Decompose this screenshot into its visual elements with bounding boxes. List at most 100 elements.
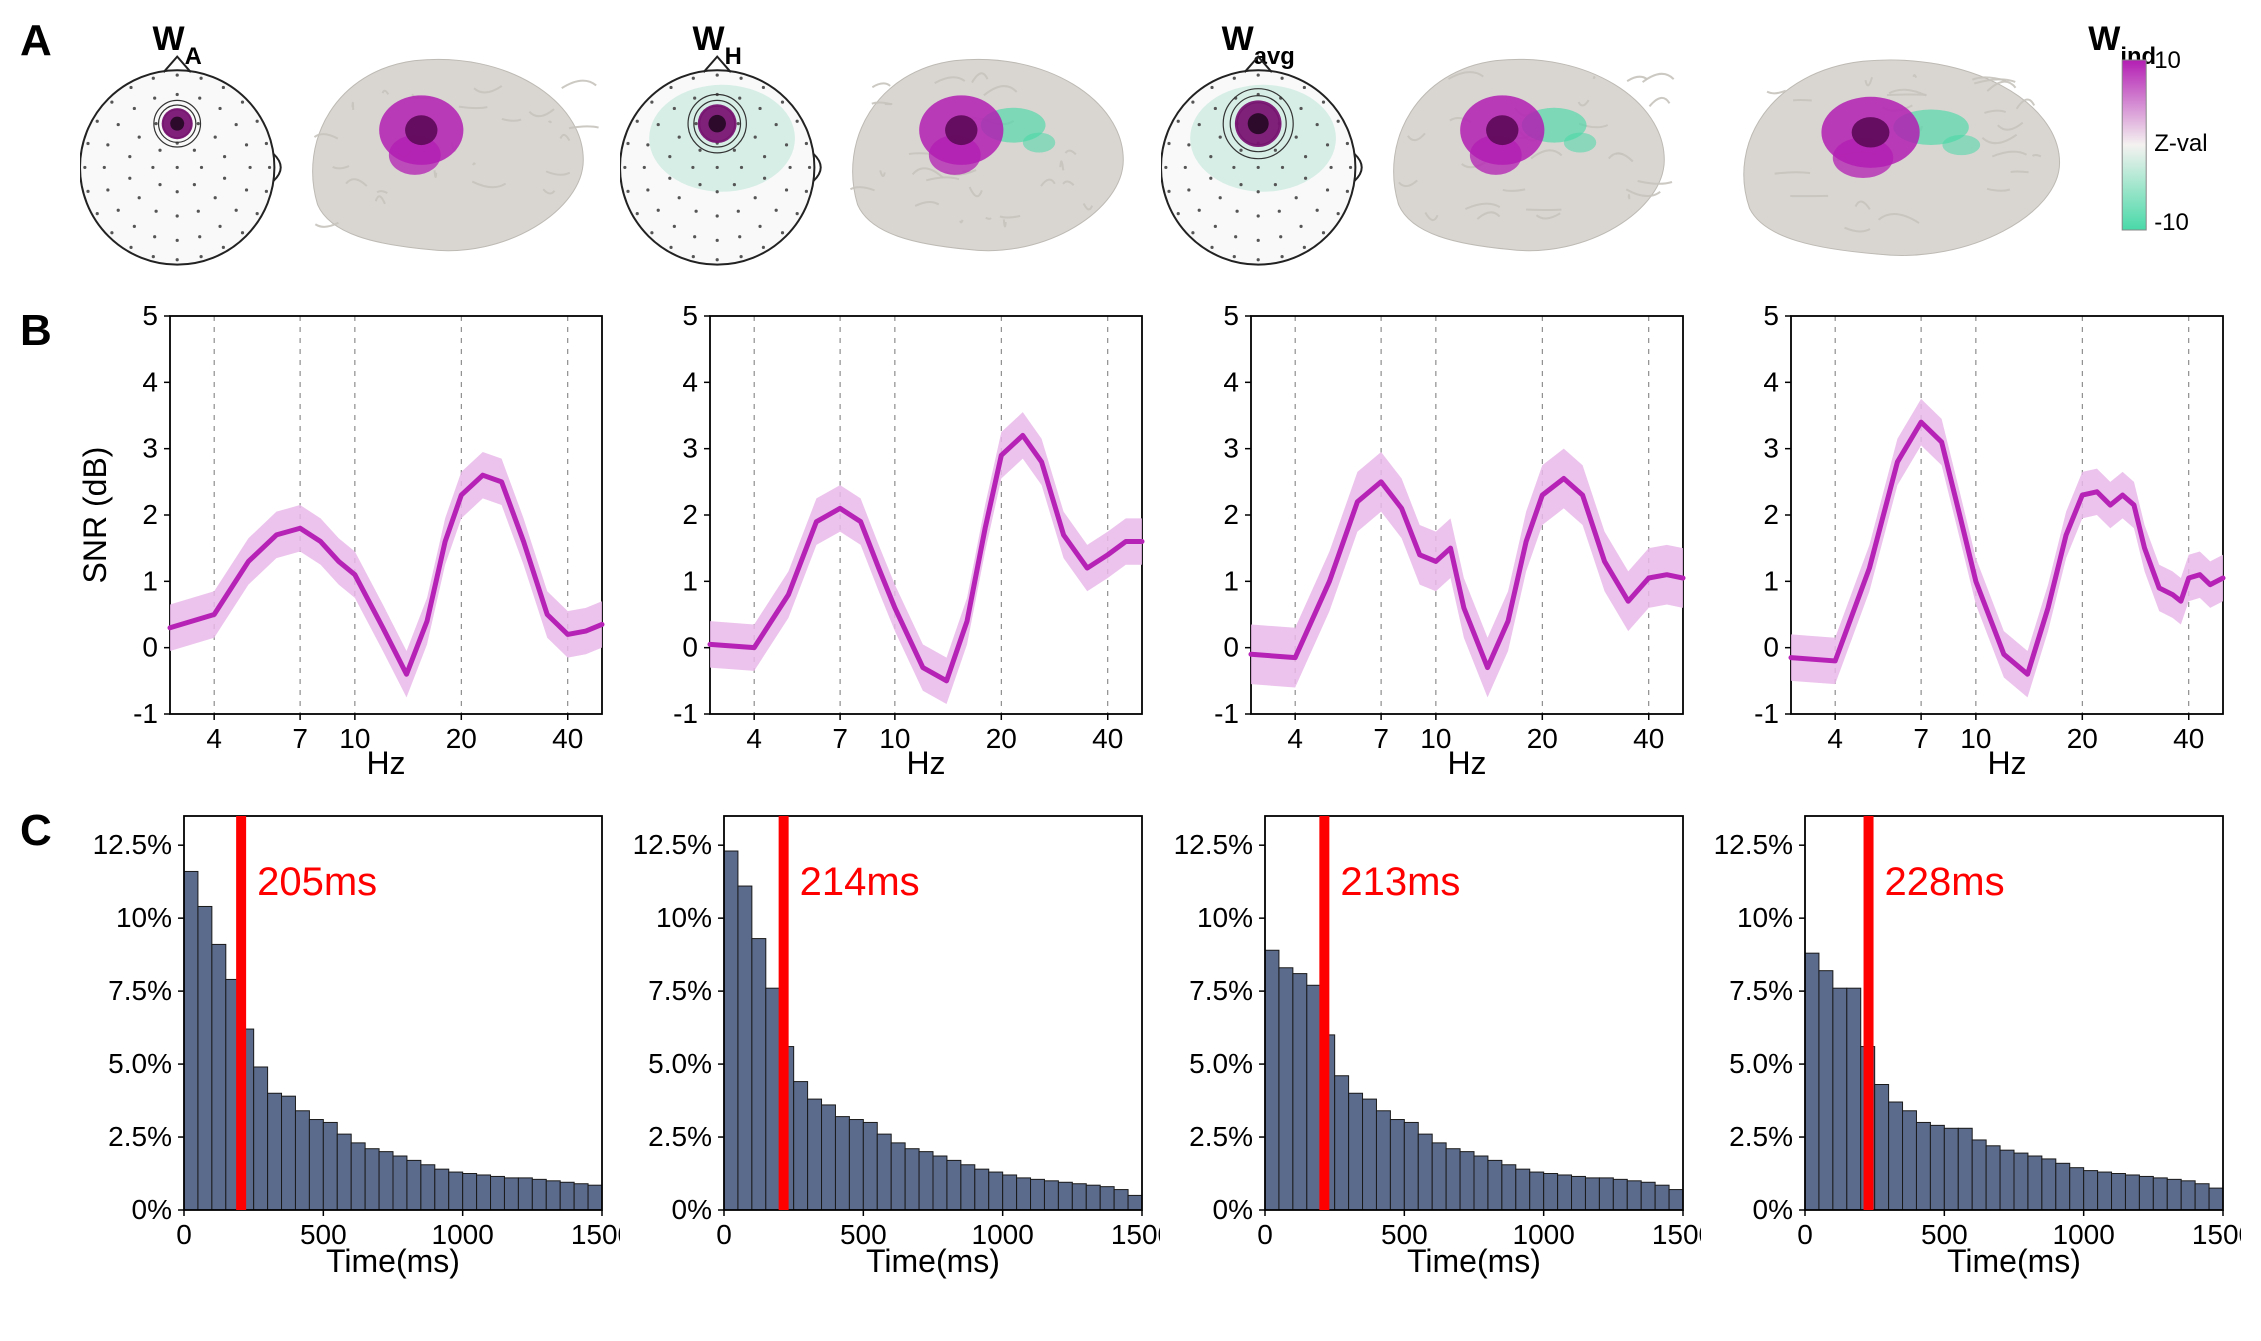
panel-b-2: -101234547102040Hz	[620, 300, 1160, 800]
svg-text:-1: -1	[133, 698, 158, 729]
svg-text:2: 2	[142, 499, 158, 530]
svg-text:0: 0	[1257, 1219, 1273, 1250]
svg-text:5.0%: 5.0%	[648, 1048, 712, 1079]
svg-text:2: 2	[1223, 499, 1239, 530]
svg-text:7.5%: 7.5%	[1729, 975, 1793, 1006]
panel-c-3: 0%2.5%5.0%7.5%10%12.5%050010001500213msT…	[1161, 800, 1701, 1300]
svg-text:0: 0	[683, 632, 699, 663]
svg-text:40: 40	[2173, 723, 2204, 754]
svg-text:-1: -1	[673, 698, 698, 729]
svg-text:10: 10	[2154, 47, 2181, 74]
svg-text:2.5%: 2.5%	[648, 1121, 712, 1152]
svg-text:3: 3	[142, 433, 158, 464]
svg-text:2: 2	[1763, 499, 1779, 530]
panel-a-3: Wavg	[1161, 10, 1701, 300]
panel-a-1: WA	[80, 10, 620, 300]
svg-text:0%: 0%	[1212, 1194, 1252, 1225]
svg-text:0: 0	[176, 1219, 192, 1250]
svg-text:1500: 1500	[1111, 1219, 1160, 1250]
panel-a-4: Wind10-10Z-val	[1701, 10, 2241, 300]
svg-text:2.5%: 2.5%	[1729, 1121, 1793, 1152]
svg-text:0%: 0%	[1752, 1194, 1792, 1225]
svg-text:7.5%: 7.5%	[1189, 975, 1253, 1006]
svg-text:12.5%: 12.5%	[93, 829, 172, 860]
svg-text:1500: 1500	[571, 1219, 620, 1250]
svg-text:Time(ms): Time(ms)	[1407, 1243, 1541, 1279]
svg-text:4: 4	[1763, 366, 1779, 397]
svg-text:4: 4	[1287, 723, 1303, 754]
svg-text:7: 7	[1913, 723, 1929, 754]
svg-text:Wavg: Wavg	[1221, 20, 1294, 70]
svg-text:Hz: Hz	[366, 745, 405, 780]
row-a-panels: WA WH Wavg Wind10-10Z-val	[80, 10, 2241, 300]
panel-b-4: -101234547102040Hz	[1701, 300, 2241, 800]
svg-text:5: 5	[1763, 300, 1779, 331]
svg-text:1500: 1500	[1651, 1219, 1700, 1250]
figure-root: A WA WH Wavg Wind10-10Z-val B -101234547…	[0, 0, 2261, 1341]
row-a: A WA WH Wavg Wind10-10Z-val	[20, 10, 2241, 300]
svg-text:7.5%: 7.5%	[108, 975, 172, 1006]
svg-text:0%: 0%	[672, 1194, 712, 1225]
svg-text:40: 40	[1633, 723, 1664, 754]
svg-text:5.0%: 5.0%	[1189, 1048, 1253, 1079]
svg-text:Time(ms): Time(ms)	[866, 1243, 1000, 1279]
svg-text:3: 3	[1763, 433, 1779, 464]
svg-text:-10: -10	[2154, 209, 2189, 236]
svg-text:10%: 10%	[116, 902, 172, 933]
svg-text:12.5%: 12.5%	[1173, 829, 1252, 860]
svg-text:4: 4	[683, 366, 699, 397]
svg-text:Z-val: Z-val	[2154, 130, 2207, 157]
svg-text:-1: -1	[1754, 698, 1779, 729]
svg-text:Time(ms): Time(ms)	[1947, 1243, 2081, 1279]
svg-text:4: 4	[747, 723, 763, 754]
svg-text:0%: 0%	[132, 1194, 172, 1225]
svg-text:40: 40	[1092, 723, 1123, 754]
svg-text:4: 4	[142, 366, 158, 397]
svg-text:2.5%: 2.5%	[108, 1121, 172, 1152]
svg-text:7: 7	[1373, 723, 1389, 754]
svg-text:0: 0	[716, 1219, 732, 1250]
svg-text:40: 40	[552, 723, 583, 754]
panel-b-3: -101234547102040Hz	[1161, 300, 1701, 800]
svg-text:4: 4	[206, 723, 222, 754]
row-label-a: A	[20, 10, 80, 300]
svg-text:10%: 10%	[1737, 902, 1793, 933]
svg-text:Hz: Hz	[907, 745, 946, 780]
svg-text:12.5%: 12.5%	[633, 829, 712, 860]
svg-text:12.5%: 12.5%	[1713, 829, 1792, 860]
svg-text:1: 1	[1763, 565, 1779, 596]
svg-text:0: 0	[1797, 1219, 1813, 1250]
svg-text:20: 20	[986, 723, 1017, 754]
svg-text:WA: WA	[153, 20, 202, 70]
panel-c-2: 0%2.5%5.0%7.5%10%12.5%050010001500214msT…	[620, 800, 1160, 1300]
panel-c-4: 0%2.5%5.0%7.5%10%12.5%050010001500228msT…	[1701, 800, 2241, 1300]
svg-text:7.5%: 7.5%	[648, 975, 712, 1006]
svg-text:20: 20	[446, 723, 477, 754]
svg-text:20: 20	[2066, 723, 2097, 754]
svg-text:3: 3	[683, 433, 699, 464]
row-b-panels: -101234547102040SNR (dB)Hz -101234547102…	[80, 300, 2241, 800]
row-c: C 0%2.5%5.0%7.5%10%12.5%050010001500205m…	[20, 800, 2241, 1300]
row-b: B -101234547102040SNR (dB)Hz -1012345471…	[20, 300, 2241, 800]
row-label-c: C	[20, 800, 80, 1300]
svg-text:Time(ms): Time(ms)	[326, 1243, 460, 1279]
svg-text:5: 5	[683, 300, 699, 331]
svg-text:10%: 10%	[1196, 902, 1252, 933]
svg-text:5: 5	[1223, 300, 1239, 331]
panel-b-1: -101234547102040SNR (dB)Hz	[80, 300, 620, 800]
svg-text:Hz: Hz	[1447, 745, 1486, 780]
svg-text:Hz: Hz	[1987, 745, 2026, 780]
svg-text:228ms: 228ms	[1884, 860, 2004, 904]
svg-text:3: 3	[1223, 433, 1239, 464]
svg-text:1: 1	[1223, 565, 1239, 596]
svg-text:205ms: 205ms	[257, 860, 377, 904]
svg-text:0: 0	[1763, 632, 1779, 663]
svg-text:5.0%: 5.0%	[1729, 1048, 1793, 1079]
svg-text:1: 1	[142, 565, 158, 596]
panel-a-2: WH	[620, 10, 1160, 300]
svg-text:7: 7	[292, 723, 308, 754]
row-c-panels: 0%2.5%5.0%7.5%10%12.5%050010001500205msT…	[80, 800, 2241, 1300]
svg-text:2.5%: 2.5%	[1189, 1121, 1253, 1152]
svg-text:5.0%: 5.0%	[108, 1048, 172, 1079]
svg-text:20: 20	[1526, 723, 1557, 754]
